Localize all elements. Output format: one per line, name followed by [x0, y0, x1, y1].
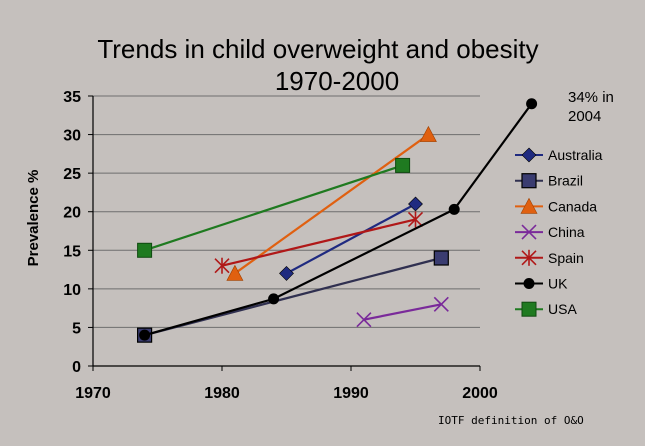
y-axis-label: Prevalence % [25, 170, 42, 267]
marker-stroke [433, 296, 449, 312]
legend-marker [520, 197, 538, 214]
series-line-china [363, 303, 442, 321]
y-tick-label: 35 [63, 89, 81, 106]
series-line-canada [234, 133, 430, 275]
legend-item-usa: USA [515, 301, 577, 317]
series-line-uk [144, 103, 533, 337]
legend-label: Australia [548, 147, 603, 163]
x-tick-label: 1970 [75, 385, 111, 402]
data-point-canada [419, 125, 437, 142]
data-point-canada [226, 264, 244, 281]
data-point-uk [268, 293, 280, 305]
data-point-china [433, 296, 449, 312]
data-point-china [356, 312, 372, 328]
legend-marker [521, 301, 537, 317]
data-point-brazil [433, 250, 449, 266]
data-point-spain [407, 211, 424, 228]
legend-label: USA [548, 301, 577, 317]
series-line-spain [221, 218, 416, 267]
y-tick-label: 30 [63, 128, 81, 145]
legend-label: Spain [548, 250, 584, 266]
legend-marker [521, 224, 537, 240]
x-tick-label: 1990 [333, 385, 369, 402]
y-tick-label: 0 [72, 359, 81, 376]
plot-area: 0 5 10 15 20 25 30 35 1970 1980 1990 2000 [63, 89, 538, 402]
legend-marker [521, 249, 537, 266]
legend-marker [523, 278, 535, 289]
legend-label: China [548, 224, 585, 240]
series-line-usa [144, 164, 403, 252]
legend-item-australia: Australia [515, 147, 603, 163]
y-tick-label: 20 [63, 205, 81, 222]
chart-title-line1: Trends in child overweight and obesity [97, 34, 538, 64]
legend-label: Canada [548, 198, 597, 214]
data-point-spain [214, 257, 230, 274]
legend-item-uk: UK [515, 276, 568, 292]
legend-marker [521, 147, 537, 163]
legend-item-canada: Canada [515, 197, 597, 214]
y-tick-label: 5 [72, 320, 81, 337]
x-tick-label: 1980 [204, 385, 240, 402]
legend-item-china: China [515, 224, 585, 240]
y-tick-label: 25 [63, 166, 81, 183]
data-point-uk [526, 98, 538, 110]
data-point-usa [395, 157, 411, 173]
x-tick-label: 2000 [462, 385, 498, 402]
legend-label: Brazil [548, 173, 583, 189]
series-line-australia [285, 203, 417, 275]
data-point-australia [279, 266, 294, 281]
legend-label: UK [548, 276, 568, 292]
y-tick-label: 10 [63, 282, 81, 299]
footnote: IOTF definition of O&O [438, 414, 584, 427]
data-point-uk [139, 329, 151, 341]
data-point-usa [137, 242, 153, 258]
data-point-australia [408, 196, 423, 212]
legend: Australia Brazil Canada China Spain UK USA [515, 147, 603, 317]
y-tick-label: 15 [63, 243, 81, 260]
chart-title-line2: 1970-2000 [275, 66, 399, 96]
legend-item-spain: Spain [515, 250, 584, 266]
legend-item-brazil: Brazil [515, 173, 583, 189]
data-point-uk [448, 203, 460, 215]
legend-marker [521, 173, 537, 189]
annotation-line1: 34% in [568, 89, 614, 106]
marker-stroke [521, 224, 537, 240]
marker-stroke [356, 312, 372, 328]
annotation-line2: 2004 [568, 108, 601, 125]
